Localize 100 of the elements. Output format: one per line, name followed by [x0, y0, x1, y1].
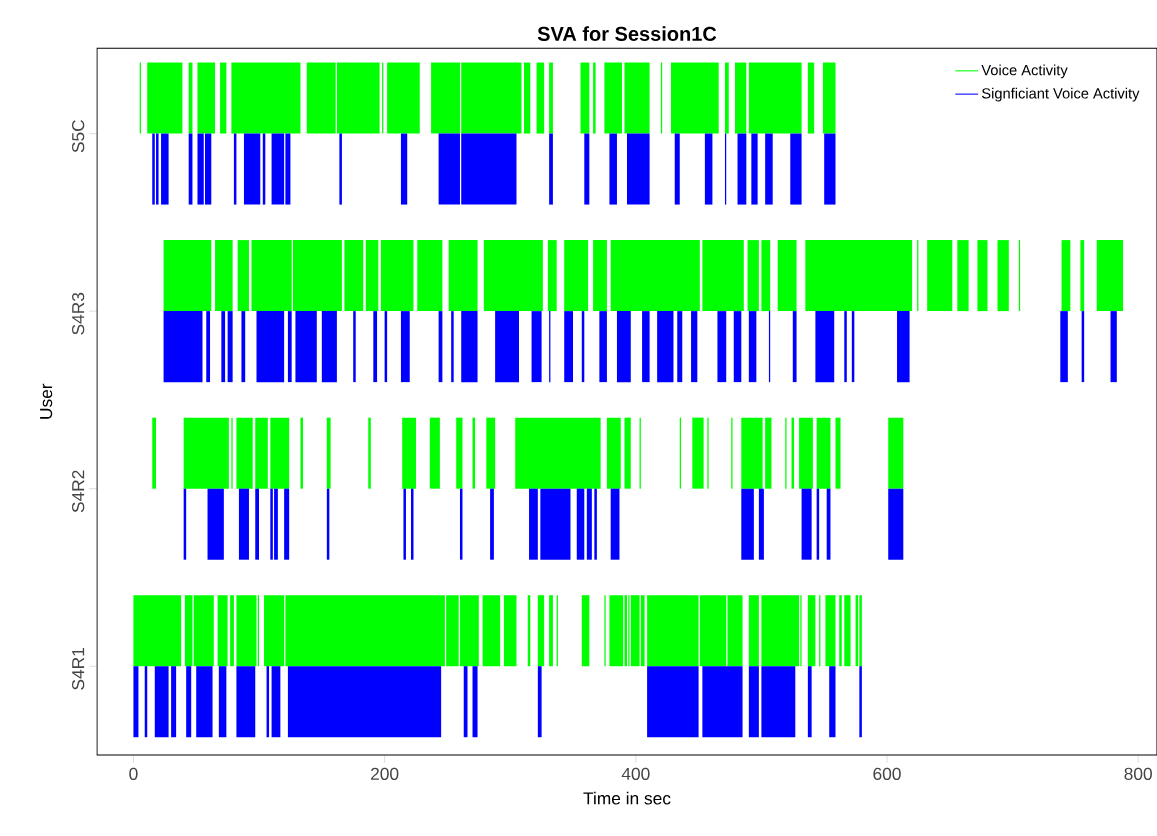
bar [163, 311, 203, 383]
bar [255, 417, 268, 489]
bar [691, 311, 698, 383]
bar [365, 240, 379, 312]
bar [816, 417, 831, 489]
bar [761, 666, 796, 738]
bar [748, 666, 759, 738]
bar [184, 595, 193, 667]
bar [977, 240, 988, 312]
bar [624, 417, 631, 489]
bar [326, 417, 331, 489]
bar [674, 133, 680, 205]
bar [724, 62, 729, 134]
bar [163, 240, 212, 312]
legend-label: Voice Activity [981, 64, 1068, 79]
bar [549, 62, 553, 134]
bar [536, 62, 545, 134]
bar [344, 240, 364, 312]
bar [761, 595, 800, 667]
bar [1060, 311, 1068, 383]
bar [456, 417, 463, 489]
bar [702, 240, 744, 312]
bar [735, 62, 747, 134]
bar [790, 133, 802, 205]
bar [197, 62, 216, 134]
y-tick-label: S5C [72, 120, 85, 153]
bar [531, 311, 542, 383]
bar [284, 488, 290, 560]
bar [152, 133, 155, 205]
bar [230, 595, 234, 667]
bar [609, 133, 617, 205]
bar [403, 488, 406, 560]
bar [295, 311, 317, 383]
bar [256, 311, 285, 383]
bar [353, 311, 356, 383]
bar [576, 488, 585, 560]
bar [231, 62, 301, 134]
bar [287, 666, 442, 738]
bar [549, 595, 553, 667]
bar [321, 311, 337, 383]
bar [495, 311, 519, 383]
bar [593, 240, 607, 312]
bar [593, 62, 596, 134]
bar [606, 417, 621, 489]
bar [761, 240, 771, 312]
bar [957, 240, 969, 312]
bar [133, 595, 182, 667]
bar [387, 62, 420, 134]
bar [236, 417, 253, 489]
bar [801, 488, 812, 560]
bar [215, 240, 233, 312]
bar [807, 666, 812, 738]
y-axis-title: User [40, 383, 53, 419]
bar [670, 62, 719, 134]
bar [218, 666, 227, 738]
bar [747, 240, 759, 312]
bar [1110, 311, 1117, 383]
bar [238, 488, 249, 560]
bar [461, 311, 478, 383]
bar [822, 62, 836, 134]
bar [748, 62, 802, 134]
bar [243, 133, 261, 205]
bar [161, 133, 169, 205]
bar [463, 666, 468, 738]
bar [448, 240, 478, 312]
bar [897, 311, 910, 383]
bar [373, 311, 378, 383]
bar [368, 417, 371, 489]
bar [241, 311, 246, 383]
bar [490, 488, 494, 560]
x-tick-label: 800 [1124, 767, 1152, 780]
bar [207, 488, 224, 560]
bar [584, 133, 590, 205]
bar [748, 595, 759, 667]
bar [133, 666, 139, 738]
bar [236, 595, 257, 667]
y-tick-label: S4R2 [72, 470, 85, 513]
bar [237, 240, 249, 312]
bar [642, 311, 650, 383]
bar [702, 666, 743, 738]
bar [236, 666, 256, 738]
bar [537, 666, 542, 738]
bar [927, 240, 953, 312]
bar [647, 666, 699, 738]
bar [300, 417, 303, 489]
bar [692, 417, 704, 489]
bar [657, 311, 674, 383]
bar [186, 666, 192, 738]
bar [339, 133, 342, 205]
bar [540, 488, 571, 560]
bar [549, 133, 553, 205]
bar [765, 133, 773, 205]
bar [704, 133, 713, 205]
bar [624, 62, 650, 134]
bar [564, 240, 589, 312]
bar [835, 417, 841, 489]
bar [270, 417, 290, 489]
bar [564, 311, 573, 383]
bar [604, 62, 622, 134]
bar [154, 666, 169, 738]
